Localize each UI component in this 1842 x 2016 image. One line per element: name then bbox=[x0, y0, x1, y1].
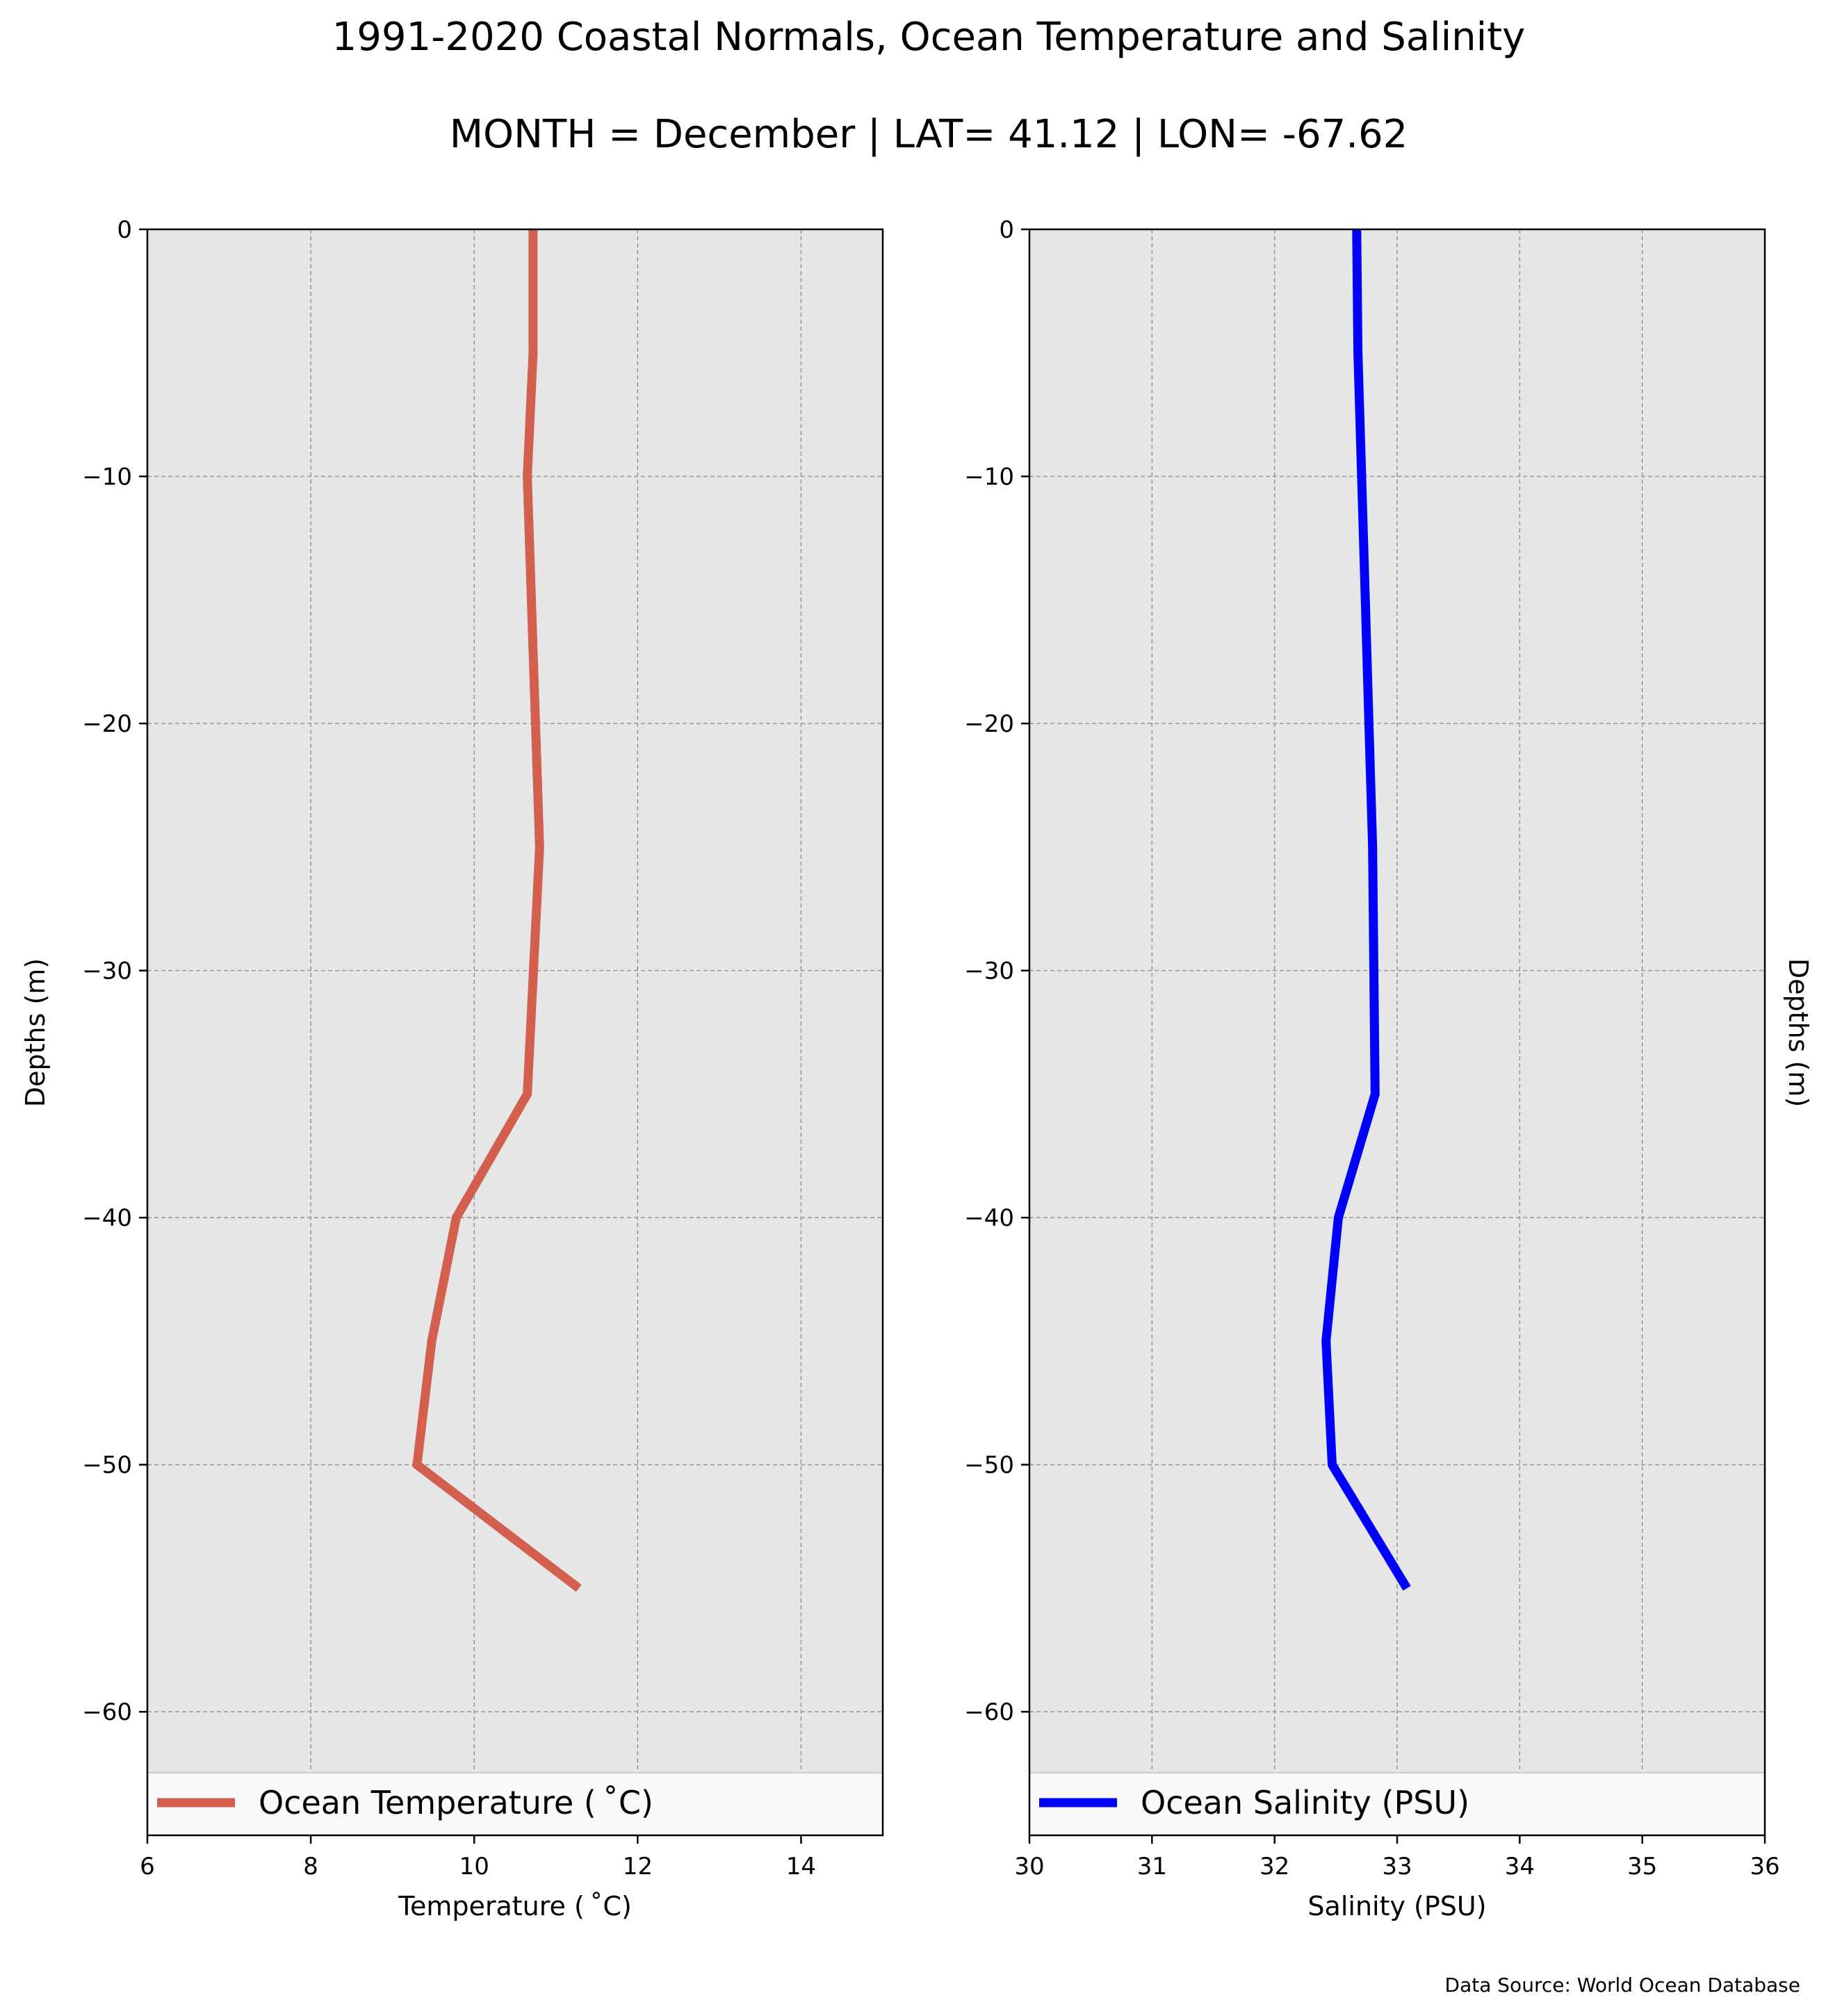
temperature-xtick-label: 8 bbox=[303, 1853, 318, 1880]
temperature-legend-label: Ocean Temperature ( ˚C) bbox=[259, 1784, 653, 1821]
data-source-note: Data Source: World Ocean Database bbox=[1445, 1974, 1800, 1997]
salinity-xtick-label: 35 bbox=[1627, 1853, 1657, 1880]
salinity-xtick-label: 36 bbox=[1750, 1853, 1779, 1880]
salinity-xlabel: Salinity (PSU) bbox=[1307, 1891, 1486, 1921]
temperature-axes-frame bbox=[146, 228, 884, 1837]
salinity-panel: 30 31 32 33 34 35 36 0 −10 −20 −30 −40 −50 −60 Ocean … bbox=[964, 216, 1814, 1921]
salinity-ytick-label: −60 bbox=[964, 1698, 1014, 1726]
salinity-axes-frame bbox=[1028, 228, 1766, 1837]
temperature-xtick-label: 12 bbox=[623, 1853, 653, 1880]
salinity-ytick-label: −10 bbox=[964, 464, 1014, 491]
salinity-ytick-label: −20 bbox=[964, 710, 1014, 738]
salinity-xtick-label: 32 bbox=[1260, 1853, 1289, 1880]
temperature-profile-line bbox=[412, 229, 582, 1592]
temperature-ticks: 6 8 10 12 14 0 −10 −20 −30 −40 −50 −60 bbox=[82, 216, 816, 1880]
figure-title: 1991-2020 Coastal Normals, Ocean Tempera… bbox=[332, 15, 1526, 60]
figure-subtitle: MONTH = December | LAT= 41.12 | LON= -67… bbox=[450, 112, 1408, 157]
salinity-ylabel: Depths (m) bbox=[1783, 958, 1814, 1107]
salinity-ytick-label: −50 bbox=[964, 1452, 1014, 1480]
temperature-ytick-label: −20 bbox=[82, 710, 132, 738]
temperature-panel: 6 8 10 12 14 0 −10 −20 −30 −40 −50 −60 Ocean Temper… bbox=[20, 216, 884, 1921]
temperature-xtick-label: 14 bbox=[786, 1853, 816, 1880]
salinity-xtick-label: 33 bbox=[1382, 1853, 1412, 1880]
salinity-ytick-label: 0 bbox=[999, 216, 1014, 244]
temperature-ytick-label: −40 bbox=[82, 1204, 132, 1232]
salinity-grid bbox=[1029, 229, 1765, 1835]
temperature-ylabel: Depths (m) bbox=[20, 958, 51, 1107]
salinity-ytick-label: −40 bbox=[964, 1204, 1014, 1232]
salinity-xtick-label: 34 bbox=[1505, 1853, 1535, 1880]
salinity-ytick-label: −30 bbox=[964, 958, 1014, 985]
temperature-xtick-label: 10 bbox=[459, 1853, 489, 1880]
salinity-xtick-label: 31 bbox=[1137, 1853, 1167, 1880]
temperature-xtick-label: 6 bbox=[140, 1853, 155, 1880]
temperature-plot-area bbox=[147, 229, 883, 1835]
salinity-ticks: 30 31 32 33 34 35 36 0 −10 −20 −30 −40 −50 −60 bbox=[964, 216, 1779, 1880]
temperature-legend: Ocean Temperature ( ˚C) bbox=[147, 1772, 883, 1836]
temperature-ytick-label: −10 bbox=[82, 464, 132, 491]
temperature-ytick-label: 0 bbox=[117, 216, 132, 244]
salinity-legend-label: Ocean Salinity (PSU) bbox=[1141, 1784, 1469, 1821]
temperature-ytick-label: −60 bbox=[82, 1698, 132, 1726]
temperature-xlabel: Temperature ( ˚C) bbox=[398, 1891, 632, 1921]
temperature-legend-box bbox=[147, 1772, 883, 1836]
salinity-legend: Ocean Salinity (PSU) bbox=[1029, 1772, 1766, 1836]
salinity-xtick-label: 30 bbox=[1014, 1853, 1044, 1880]
temperature-grid bbox=[147, 229, 883, 1835]
temperature-ytick-label: −50 bbox=[82, 1452, 132, 1480]
salinity-profile-line bbox=[1321, 229, 1411, 1591]
temperature-ytick-label: −30 bbox=[82, 958, 132, 985]
